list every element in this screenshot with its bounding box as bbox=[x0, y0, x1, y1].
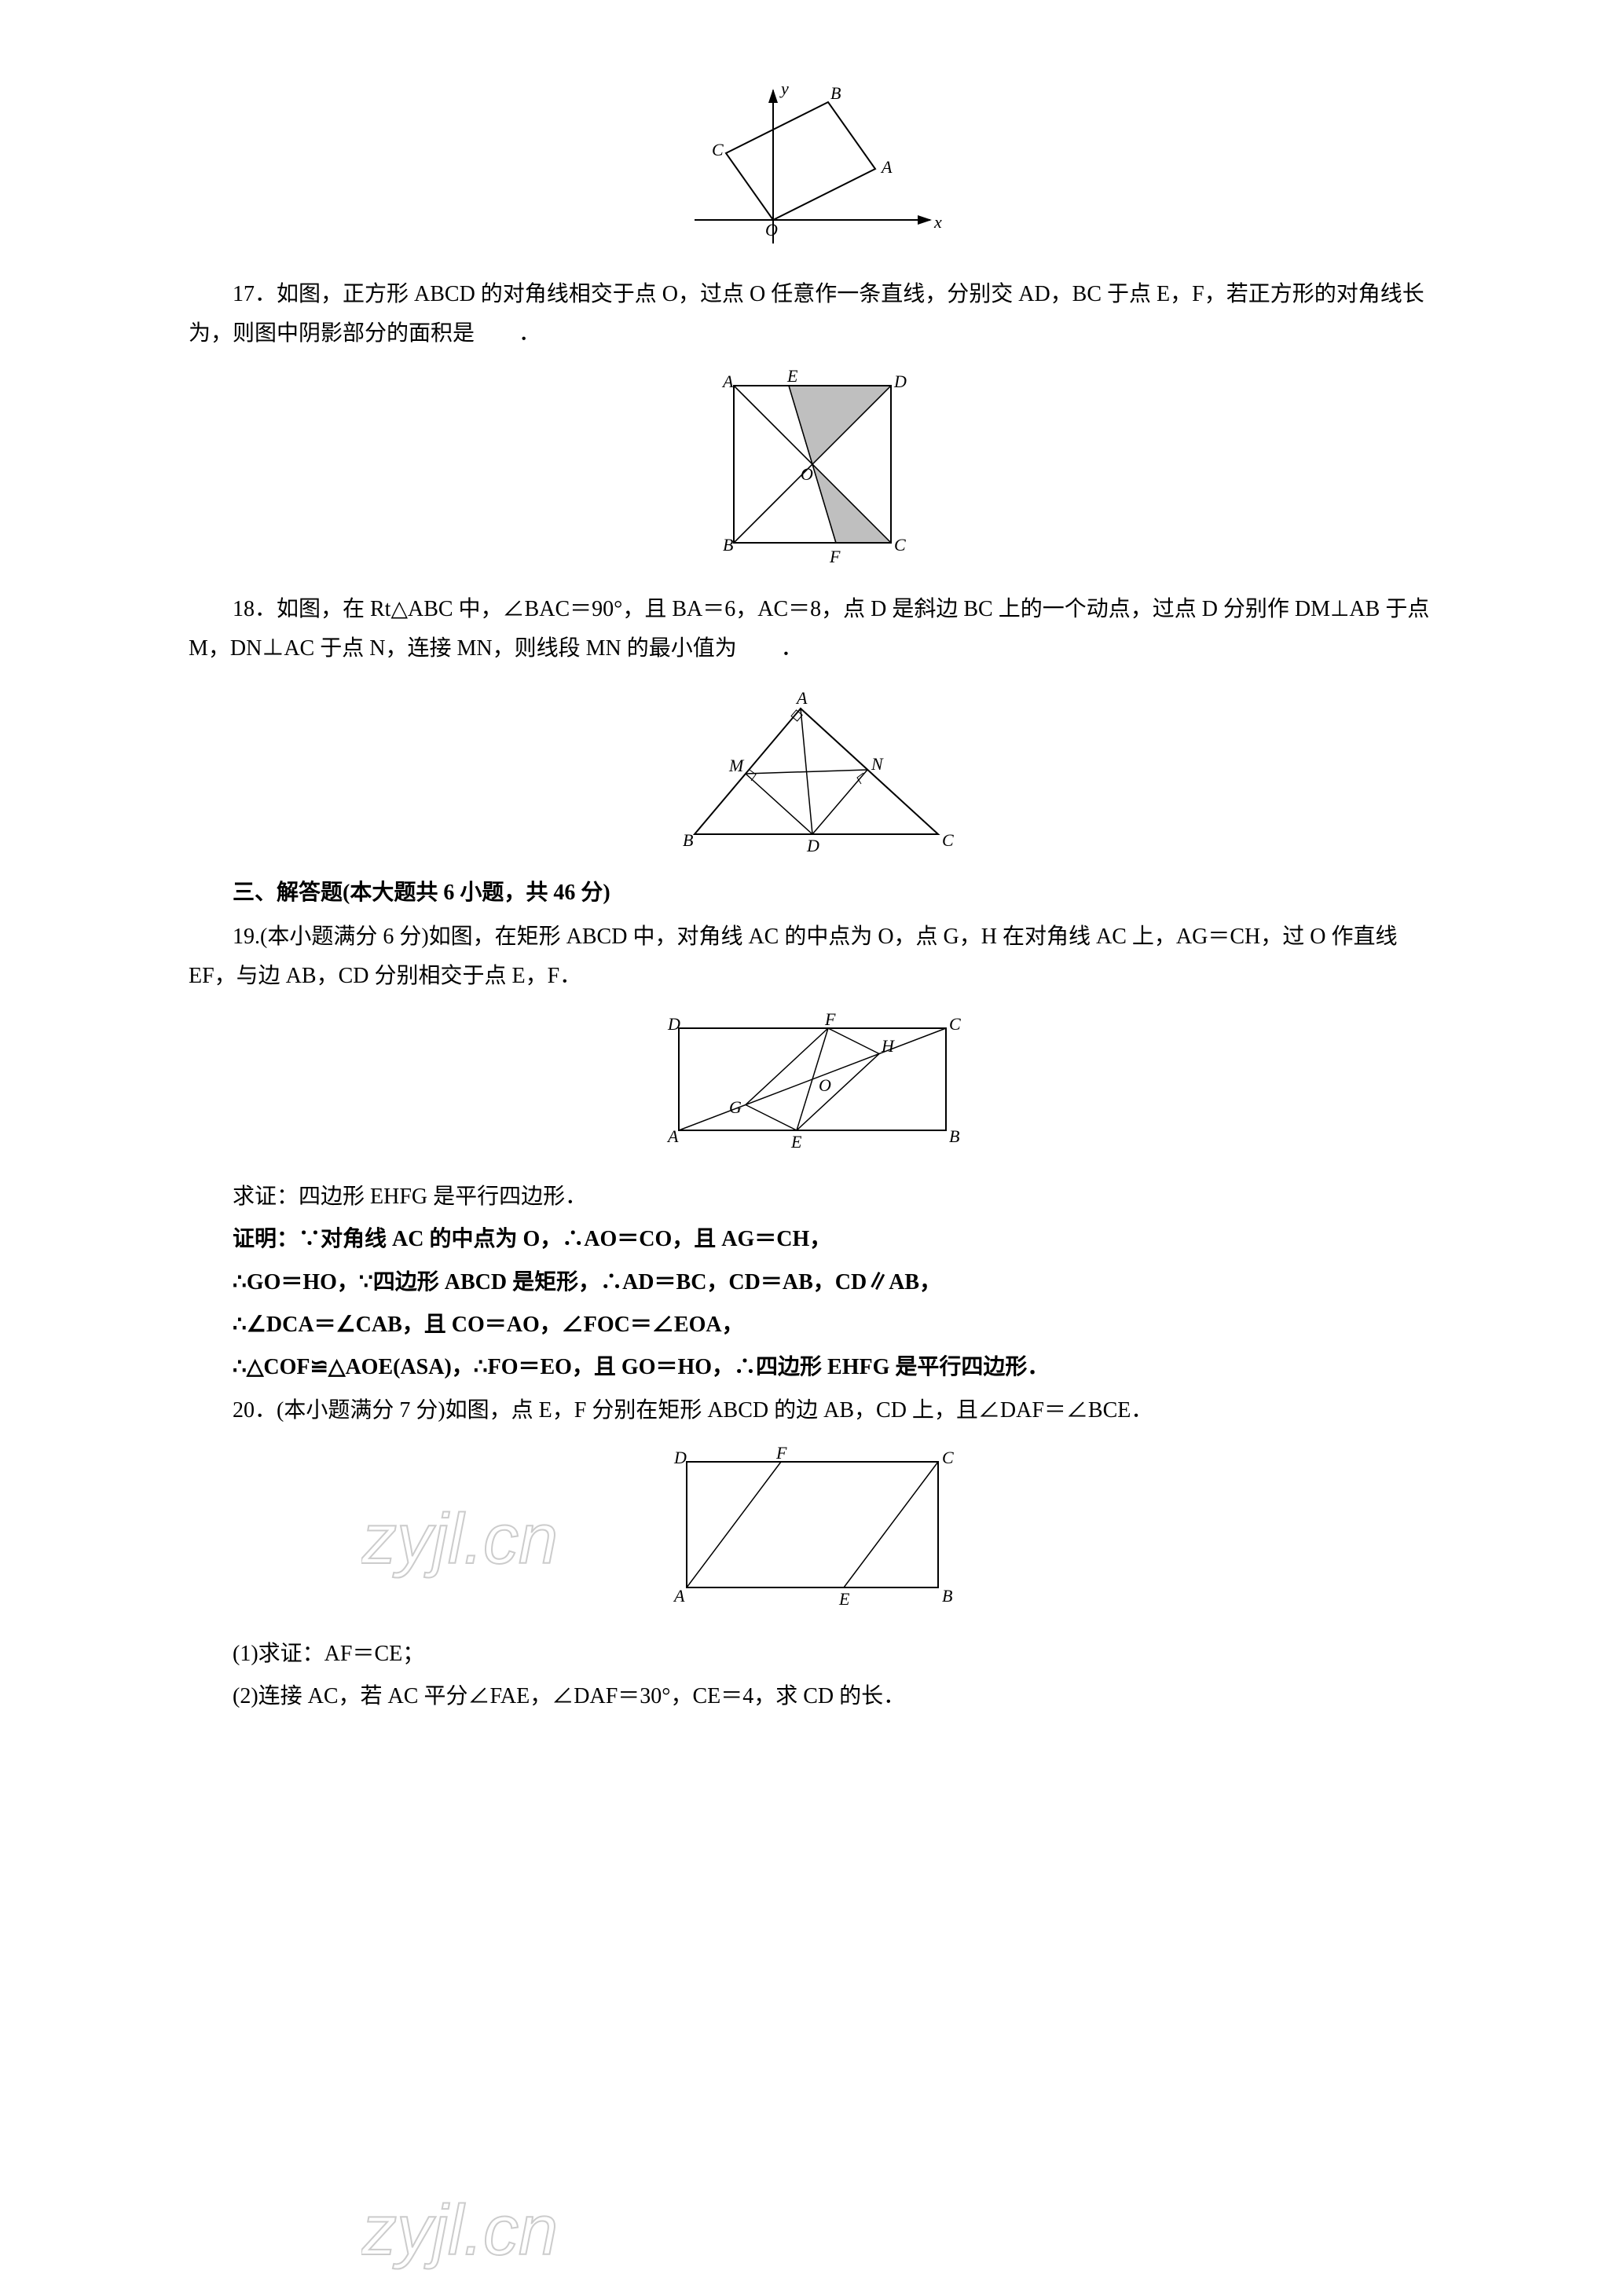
svg-text:D: D bbox=[667, 1014, 680, 1034]
p19-text2: 求证：四边形 EHFG 是平行四边形． bbox=[189, 1177, 1435, 1217]
p20-text1: 20．(本小题满分 7 分)如图，点 E，F 分别在矩形 ABCD 的边 AB，… bbox=[189, 1391, 1435, 1430]
svg-text:B: B bbox=[723, 535, 733, 555]
svg-text:A: A bbox=[666, 1126, 679, 1146]
svg-text:B: B bbox=[830, 83, 841, 103]
section3-title: 三、解答题(本大题共 6 小题，共 46 分) bbox=[189, 873, 1435, 913]
p17-figure: A E D B F C O bbox=[189, 370, 1435, 574]
p18-text: 18．如图，在 Rt△ABC 中，∠BAC＝90°，且 BA＝6，AC＝8，点 … bbox=[189, 590, 1435, 669]
p19-proof-l3: ∴∠DCA＝∠CAB，且 CO＝AO，∠FOC＝∠EOA， bbox=[189, 1305, 1435, 1345]
svg-text:x: x bbox=[933, 212, 942, 232]
svg-text:B: B bbox=[949, 1126, 959, 1146]
svg-text:M: M bbox=[728, 756, 745, 775]
p20-part2: (2)连接 AC，若 AC 平分∠FAE，∠DAF＝30°，CE＝4，求 CD … bbox=[189, 1677, 1435, 1716]
svg-text:D: D bbox=[806, 836, 819, 855]
p19-proof-l1: 证明：∵对角线 AC 的中点为 O，∴AO＝CO，且 AG＝CH， bbox=[189, 1220, 1435, 1259]
svg-text:D: D bbox=[673, 1448, 687, 1467]
p19-proof-l2: ∴GO＝HO，∵四边形 ABCD 是矩形，∴AD＝BC，CD＝AB，CD∥AB， bbox=[189, 1263, 1435, 1302]
svg-text:F: F bbox=[829, 547, 841, 566]
svg-text:A: A bbox=[880, 157, 893, 177]
svg-text:zyjl.cn: zyjl.cn bbox=[361, 2192, 558, 2270]
svg-text:E: E bbox=[786, 370, 798, 386]
svg-text:C: C bbox=[942, 1448, 954, 1467]
svg-text:B: B bbox=[683, 830, 693, 850]
p19-figure: D F C H G O A E B bbox=[189, 1013, 1435, 1162]
svg-text:O: O bbox=[765, 220, 778, 240]
svg-text:F: F bbox=[775, 1446, 787, 1463]
svg-text:C: C bbox=[712, 140, 724, 159]
svg-text:F: F bbox=[824, 1013, 836, 1029]
svg-text:A: A bbox=[721, 372, 734, 391]
svg-text:O: O bbox=[801, 464, 813, 484]
p18-figure: A M N B D C bbox=[189, 685, 1435, 858]
svg-text:C: C bbox=[942, 830, 954, 850]
svg-text:O: O bbox=[819, 1075, 831, 1095]
p20-part1: (1)求证：AF＝CE； bbox=[189, 1635, 1435, 1674]
p19-proof-l4: ∴△COF≌△AOE(ASA)，∴FO＝EO，且 GO＝HO，∴四边形 EHFG… bbox=[189, 1348, 1435, 1387]
p16-figure: O x y A B C bbox=[189, 79, 1435, 259]
svg-text:y: y bbox=[779, 79, 789, 98]
svg-text:C: C bbox=[949, 1014, 961, 1034]
svg-text:A: A bbox=[795, 688, 808, 708]
svg-text:E: E bbox=[838, 1589, 850, 1609]
svg-text:E: E bbox=[790, 1132, 802, 1152]
watermark-2: zyjl.cn bbox=[361, 2184, 629, 2286]
svg-text:A: A bbox=[673, 1586, 685, 1606]
p20-figure: D F C A E B bbox=[189, 1446, 1435, 1619]
svg-text:H: H bbox=[881, 1036, 895, 1056]
svg-text:C: C bbox=[894, 535, 906, 555]
svg-text:G: G bbox=[729, 1097, 742, 1117]
svg-text:D: D bbox=[893, 372, 907, 391]
svg-text:N: N bbox=[871, 754, 884, 774]
p17-text: 17．如图，正方形 ABCD 的对角线相交于点 O，过点 O 任意作一条直线，分… bbox=[189, 275, 1435, 354]
p19-text1: 19.(本小题满分 6 分)如图，在矩形 ABCD 中，对角线 AC 的中点为 … bbox=[189, 917, 1435, 997]
svg-text:B: B bbox=[942, 1586, 952, 1606]
